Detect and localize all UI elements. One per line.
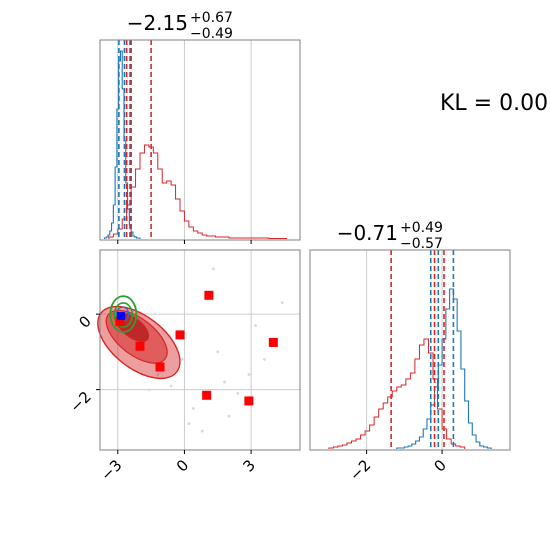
text-layer: −3 0 3 −2 0 0 −2 −2.15 +0.67−0.49 −0.71 +0.49−0.57… xyxy=(66,10,548,484)
red-square-marker xyxy=(202,390,212,400)
histogram-blue-param1 xyxy=(103,50,141,239)
sample-point xyxy=(280,301,284,305)
histogram-red-param1 xyxy=(108,144,288,239)
title-param1-plus: +0.67 xyxy=(190,10,233,26)
contour-green-inner xyxy=(113,302,134,328)
panel-frame-sc xyxy=(99,249,301,451)
x2-tick-label: 0 xyxy=(430,456,449,475)
title-param1: −2.15 +0.67−0.49 xyxy=(127,10,233,42)
sample-point xyxy=(216,350,220,354)
red-square-marker xyxy=(268,337,278,347)
y-tick-label: −2 xyxy=(66,388,94,416)
sample-point xyxy=(180,358,184,361)
title-param1-minus: −0.49 xyxy=(190,26,233,42)
sample-point xyxy=(227,414,231,418)
sample-point xyxy=(191,407,195,410)
red-square-marker xyxy=(175,330,185,340)
x2-tick-label: −2 xyxy=(346,456,374,484)
x1-tick-label: −3 xyxy=(97,456,125,484)
title-param2: −0.71 +0.49−0.57 xyxy=(337,220,443,252)
sample-point xyxy=(263,358,266,361)
title-param2-value: −0.71 xyxy=(337,221,398,245)
histogram-red-param2 xyxy=(328,338,466,449)
red-square-marker xyxy=(244,396,254,406)
sample-point xyxy=(247,373,251,376)
contour-green-outer xyxy=(109,295,138,334)
title-param1-value: −2.15 xyxy=(127,11,188,35)
title-param2-plus: +0.49 xyxy=(400,220,443,236)
red-square-marker xyxy=(204,290,214,300)
histogram-blue-param2 xyxy=(396,288,492,449)
data-layer xyxy=(97,40,492,450)
panel-frame-m2 xyxy=(309,249,511,451)
frames-layer xyxy=(96,39,511,454)
panel-frame-m1 xyxy=(99,39,301,241)
sample-point xyxy=(169,384,173,388)
sample-point xyxy=(156,373,160,376)
truth-point-marker xyxy=(117,312,126,321)
sample-point xyxy=(147,388,151,392)
sample-point xyxy=(223,380,226,384)
title-param2-minus: −0.57 xyxy=(400,236,443,252)
x1-tick-label: 3 xyxy=(239,456,258,475)
kl-divergence-label: KL = 0.00 xyxy=(440,91,548,116)
red-square-marker xyxy=(135,341,145,351)
red-square-marker xyxy=(155,362,165,372)
sample-point xyxy=(236,391,240,395)
sample-point xyxy=(200,429,204,433)
x1-tick-label: 0 xyxy=(173,456,192,475)
sample-point xyxy=(187,422,191,425)
y-tick-label: 0 xyxy=(75,312,94,331)
sample-point xyxy=(211,267,215,271)
red-square-marker xyxy=(115,317,125,327)
sample-point xyxy=(254,324,257,327)
